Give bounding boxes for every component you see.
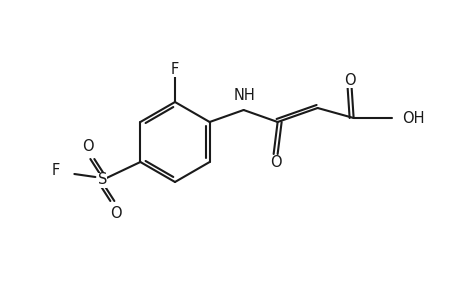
Text: O: O bbox=[110, 206, 122, 221]
Text: F: F bbox=[52, 163, 60, 178]
Text: F: F bbox=[170, 61, 179, 76]
Text: O: O bbox=[82, 139, 94, 154]
Text: S: S bbox=[97, 172, 107, 188]
Text: O: O bbox=[269, 154, 281, 169]
Text: O: O bbox=[343, 73, 355, 88]
Text: OH: OH bbox=[401, 110, 423, 125]
Text: NH: NH bbox=[233, 88, 255, 103]
